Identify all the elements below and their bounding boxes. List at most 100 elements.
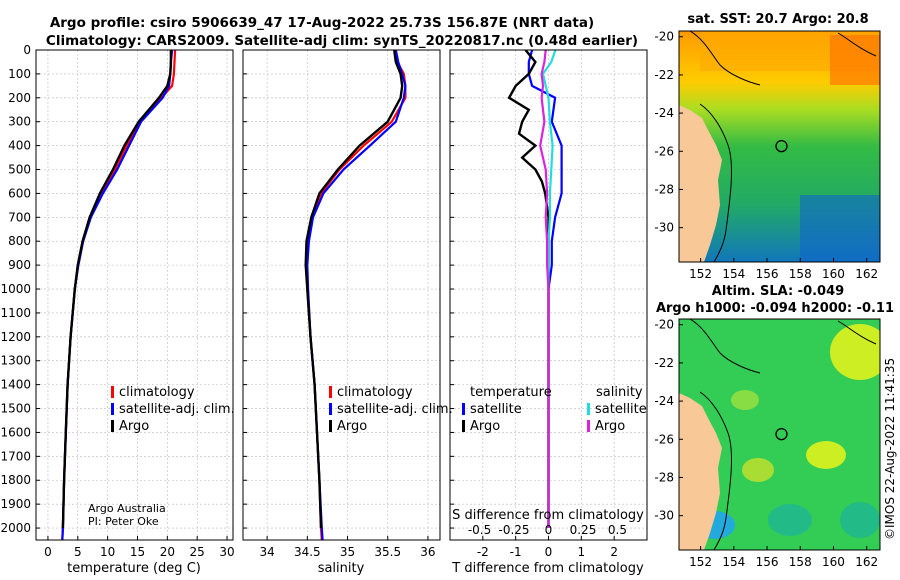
map-ytick-label: -26 <box>654 432 674 446</box>
ytick-label: 2000 <box>0 521 31 535</box>
salinity-xlabel: salinity <box>318 561 365 576</box>
map-ytick-label: -20 <box>654 30 674 44</box>
figure-title-line1: Argo profile: csiro 5906639_47 17-Aug-20… <box>50 15 594 31</box>
ytick-label: 100 <box>8 67 31 81</box>
map-ytick-label: -24 <box>654 106 674 120</box>
map-xtick-label: 160 <box>822 267 845 281</box>
xtick-label: 2 <box>610 545 618 559</box>
legend-s-argo-swatch <box>587 420 590 432</box>
credit-line2: PI: Peter Oke <box>88 515 159 528</box>
sla-contour <box>689 319 761 550</box>
map-xtick-label: 158 <box>789 555 812 569</box>
xtick-label: 0 <box>44 545 52 559</box>
sst-hot-patch <box>830 35 880 85</box>
series-line-s-argo <box>539 50 550 528</box>
ytick-label: 0 <box>23 43 31 57</box>
series-line-satellite-adj-clim- <box>61 50 174 540</box>
legend-s-satellite-swatch <box>587 403 590 415</box>
ytick-label: 900 <box>8 258 31 272</box>
salinity-legend: climatology satellite-adj. clim. Argo <box>329 385 453 434</box>
series-line-argo <box>61 50 173 529</box>
sla-map-frame <box>678 318 881 551</box>
legend2-climatology-label: climatology <box>337 385 413 400</box>
legend2-satellite-swatch <box>329 403 332 415</box>
sst-argo-marker <box>775 139 788 153</box>
series-line-climatology <box>61 50 177 540</box>
sst-cool-patch <box>800 195 880 262</box>
xtick-label: -2 <box>477 545 489 559</box>
legend-t-argo-swatch <box>462 420 465 432</box>
map-xtick-label: 162 <box>855 555 878 569</box>
map-ytick-label: -20 <box>654 318 674 332</box>
credit-line1: Argo Australia <box>88 502 166 515</box>
map-ytick-label: -30 <box>654 509 674 523</box>
map-xtick-label: 158 <box>789 267 812 281</box>
sst-land <box>679 105 722 262</box>
sla-map-title-line2: Argo h1000: -0.094 h2000: -0.11 <box>656 301 894 316</box>
s-xtick-label: -0.5 <box>468 523 491 537</box>
sla-low-patch-3 <box>840 502 880 538</box>
xtick-label: 15 <box>130 545 145 559</box>
sla-map-title-line1: Altim. SLA: -0.049 <box>712 284 844 299</box>
legend-t-satellite-label: satellite <box>470 402 522 417</box>
sst-map-title: sat. SST: 20.7 Argo: 20.8 <box>687 12 868 27</box>
legend-climatology-label: climatology <box>119 385 195 400</box>
map-xtick-label: 160 <box>822 555 845 569</box>
sla-high-patch-2 <box>806 441 846 469</box>
ytick-label: 800 <box>8 234 31 248</box>
xtick-label: 34 <box>259 545 274 559</box>
legend2-climatology-swatch <box>329 386 332 398</box>
legend-climatology-swatch <box>111 386 114 398</box>
ytick-label: 1200 <box>0 330 31 344</box>
xtick-label: 10 <box>100 545 115 559</box>
legend-s-satellite-label: satellite <box>595 402 647 417</box>
map-xtick-label: 154 <box>722 555 745 569</box>
legend-salinity-title: salinity <box>596 385 643 400</box>
xtick-label: 0 <box>545 545 553 559</box>
ytick-label: 700 <box>8 210 31 224</box>
xtick-label: 1 <box>578 545 586 559</box>
map-ytick-label: -24 <box>654 394 674 408</box>
temperature-legend: climatology satellite-adj. clim. Argo <box>111 385 235 434</box>
legend2-satellite-label: satellite-adj. clim. <box>337 402 453 417</box>
legend-satellite-label: satellite-adj. clim. <box>119 402 235 417</box>
xtick-label: 20 <box>160 545 175 559</box>
legend-s-argo-label: Argo <box>595 419 625 434</box>
sla-high-patch-1 <box>830 324 880 380</box>
sla-reef-outline <box>837 320 877 345</box>
sla-map: Altim. SLA: -0.049 Argo h1000: -0.094 h2… <box>654 284 894 569</box>
map-ytick-label: -30 <box>654 221 674 235</box>
map-ytick-label: -28 <box>654 470 674 484</box>
legend-argo-label: Argo <box>119 419 149 434</box>
ytick-label: 1000 <box>0 282 31 296</box>
xtick-label: 36 <box>420 545 435 559</box>
ytick-label: 1100 <box>0 306 31 320</box>
s-xtick-label: -0.25 <box>498 523 529 537</box>
salinity-axes-frame <box>242 49 441 541</box>
series-line-climatology <box>305 50 407 540</box>
map-ytick-label: -22 <box>654 356 674 370</box>
temperature-panel: 0100200300400500600700800900100011001200… <box>0 43 234 576</box>
map-xtick-label: 156 <box>756 555 779 569</box>
ytick-label: 1600 <box>0 425 31 439</box>
legend2-argo-label: Argo <box>337 419 367 434</box>
legend-satellite-swatch <box>111 403 114 415</box>
ytick-label: 600 <box>8 186 31 200</box>
s-xtick-label: 0 <box>545 523 553 537</box>
map-xtick-label: 152 <box>689 267 712 281</box>
temperature-axes-frame <box>35 49 234 541</box>
sst-contour <box>689 31 761 262</box>
ytick-label: 200 <box>8 91 31 105</box>
ytick-label: 300 <box>8 115 31 129</box>
ytick-label: 1900 <box>0 497 31 511</box>
salinity-panel: 34 34.5 35 35.5 36 salinity climatology sate… <box>242 49 453 576</box>
map-ytick-label: -26 <box>654 144 674 158</box>
s-xtick-label: 0.5 <box>608 523 627 537</box>
xtick-label: 25 <box>190 545 205 559</box>
xtick-label: 34.5 <box>294 545 321 559</box>
map-xtick-label: 152 <box>689 555 712 569</box>
s-difference-xlabel: S difference from climatology <box>452 508 644 523</box>
map-ytick-label: -22 <box>654 68 674 82</box>
